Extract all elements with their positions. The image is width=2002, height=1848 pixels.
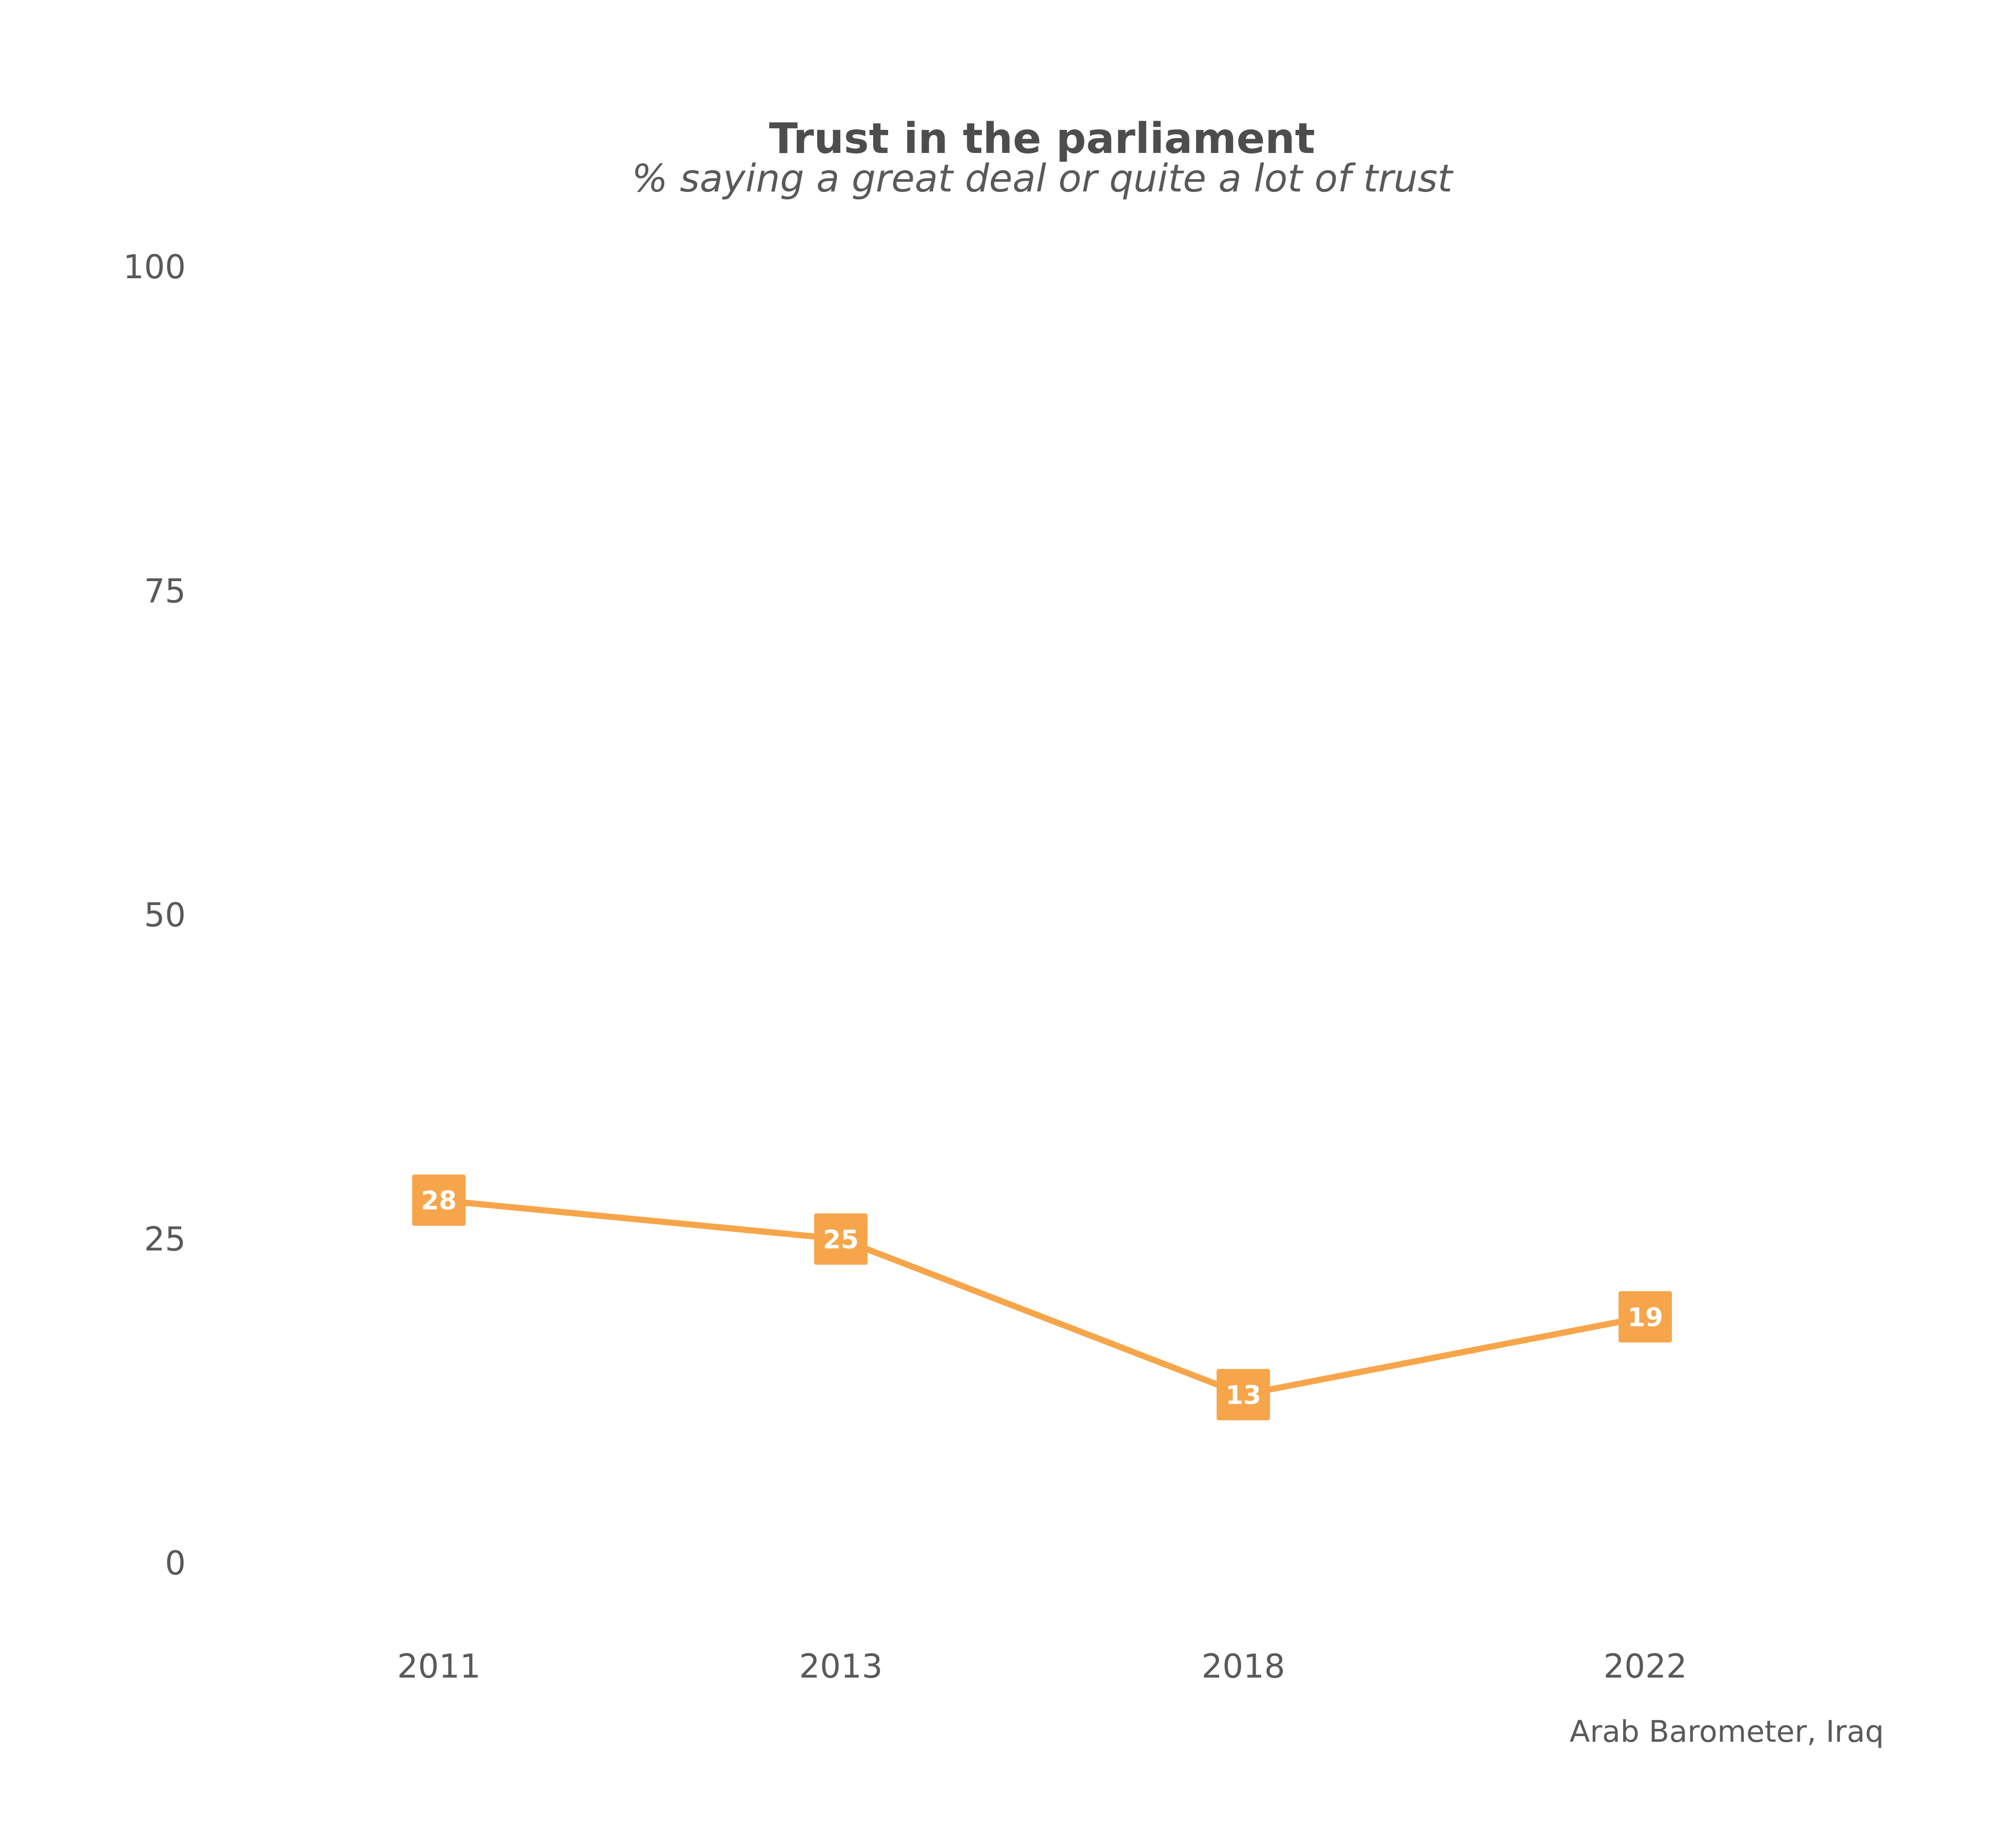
data-label-box [814, 1213, 868, 1265]
chart-subtitle: % saying a great deal or quite a lot of … [632, 157, 1454, 201]
data-label: 13 [1225, 1380, 1261, 1410]
y-tick-label: 50 [144, 897, 186, 935]
data-label-box [1217, 1369, 1270, 1420]
y-tick-label: 75 [144, 572, 186, 610]
data-point: 28 [412, 1175, 466, 1226]
data-point: 25 [814, 1213, 868, 1265]
y-tick-label: 25 [144, 1221, 186, 1259]
data-point: 19 [1619, 1291, 1672, 1343]
y-tick-label: 0 [165, 1545, 186, 1583]
data-label: 28 [421, 1186, 457, 1216]
x-tick-label: 2011 [397, 1648, 481, 1686]
chart-caption: Arab Barometer, Iraq [1570, 1714, 1884, 1749]
data-labels: 28 25 13 19 [412, 1175, 1672, 1420]
data-label-box [1619, 1291, 1672, 1343]
series-line [436, 1197, 1648, 1398]
y-axis: 0 25 50 75 100 [123, 248, 186, 1583]
data-label: 19 [1627, 1302, 1663, 1332]
chart-title: Trust in the parliament [769, 114, 1315, 163]
x-tick-label: 2018 [1202, 1648, 1285, 1686]
series-layer [436, 1197, 1648, 1398]
data-point: 13 [1217, 1369, 1270, 1420]
x-axis: 2011 2013 2018 2022 [397, 1648, 1687, 1686]
data-label: 25 [823, 1225, 859, 1255]
y-tick-label: 100 [123, 248, 186, 286]
x-tick-label: 2013 [799, 1648, 883, 1686]
data-label-box [412, 1175, 466, 1226]
x-tick-label: 2022 [1604, 1648, 1687, 1686]
